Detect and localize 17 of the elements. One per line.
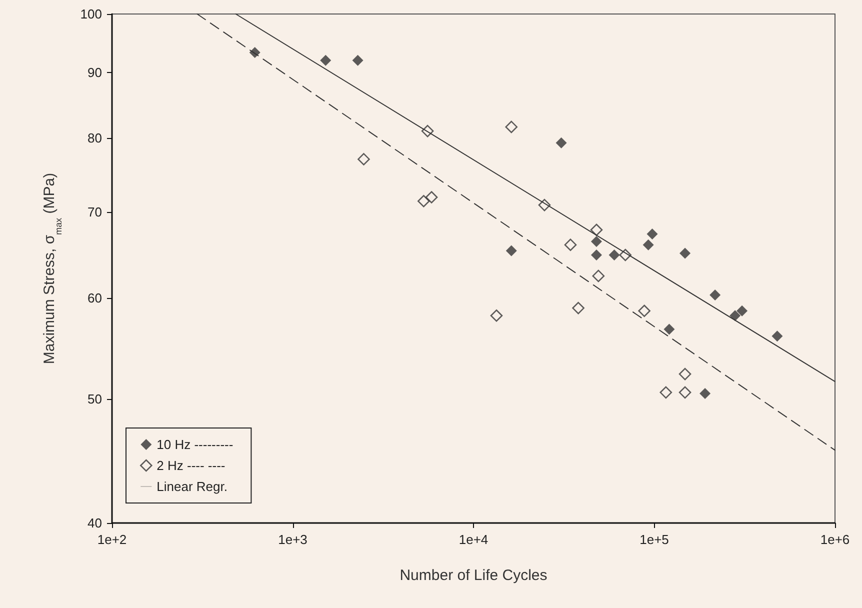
y-tick-label: 70 (88, 204, 102, 220)
x-tick-label: 1e+5 (640, 532, 669, 547)
y-tick-label: 40 (88, 516, 102, 530)
legend-label: 10 Hz --------- (156, 437, 234, 452)
y-tick-label: 80 (88, 130, 102, 146)
legend-label: 2 Hz ---- ---- (156, 458, 226, 473)
x-tick-label: 1e+2 (97, 532, 127, 547)
x-tick-label: 1e+3 (278, 532, 308, 547)
y-tick-label: 50 (88, 392, 102, 407)
y-tick-label: 100 (80, 6, 102, 22)
legend-label: Linear Regr. (156, 479, 228, 494)
y-axis-title: Maximum Stress, σmax (MPa) (41, 172, 64, 364)
y-tick-label: 90 (88, 65, 102, 80)
y-tick-label: 60 (88, 290, 102, 306)
x-tick-label: 1e+6 (820, 532, 850, 547)
x-axis-title: Number of Life Cycles (400, 567, 548, 584)
x-tick-label: 1e+4 (458, 532, 488, 547)
